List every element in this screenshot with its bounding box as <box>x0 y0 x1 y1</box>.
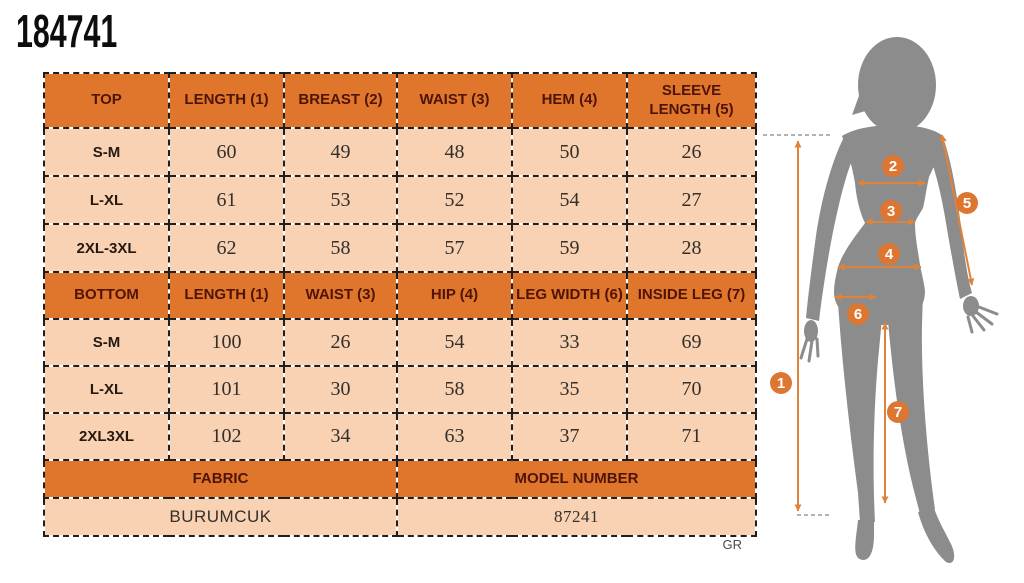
right-leg <box>887 291 935 514</box>
bottom-header-hip: HIP (4) <box>396 271 513 320</box>
model-number-label: MODEL NUMBER <box>396 459 757 499</box>
bottom-2xl-legwidth: 37 <box>511 412 628 461</box>
marker-5-label: 5 <box>963 195 971 212</box>
top-header-length: LENGTH (1) <box>168 72 285 129</box>
model-number-value: 87241 <box>396 497 757 537</box>
female-silhouette-diagram: 1 2 3 4 5 6 7 <box>763 37 999 563</box>
size-chart: TOP LENGTH (1) BREAST (2) WAIST (3) HEM … <box>43 72 757 537</box>
bottom-lxl-legwidth: 35 <box>511 365 628 414</box>
top-header-sleeve: SLEEVE LENGTH (5) <box>626 72 757 129</box>
left-leg <box>837 287 883 522</box>
top-lxl-waist: 52 <box>396 175 513 225</box>
top-lxl-length: 61 <box>168 175 285 225</box>
marker-1-label: 1 <box>777 375 785 392</box>
arrow-5-sleeve <box>939 134 975 286</box>
bottom-lxl-length: 101 <box>168 365 285 414</box>
marker-5: 5 <box>956 192 978 214</box>
top-2xl-breast: 58 <box>283 223 398 273</box>
top-sm-waist: 48 <box>396 127 513 177</box>
left-arm <box>806 137 853 321</box>
table-row: S-M 100 26 54 33 69 <box>43 318 757 367</box>
right-fingers <box>966 305 999 334</box>
top-section-label: TOP <box>43 72 170 129</box>
top-size-lxl: L-XL <box>43 175 170 225</box>
bottom-sm-legwidth: 33 <box>511 318 628 367</box>
marker-7-label: 7 <box>894 404 902 421</box>
marker-3-label: 3 <box>887 203 895 220</box>
marker-4-label: 4 <box>885 246 894 263</box>
measurement-markers: 1 2 3 4 5 6 7 <box>770 155 978 423</box>
bottom-section-label: BOTTOM <box>43 271 170 320</box>
top-2xl-waist: 57 <box>396 223 513 273</box>
bottom-header-waist: WAIST (3) <box>283 271 398 320</box>
marker-6-label: 6 <box>854 306 862 323</box>
left-fingers <box>799 337 820 363</box>
fabric-label: FABRIC <box>43 459 398 499</box>
top-sm-breast: 49 <box>283 127 398 177</box>
bottom-sm-insideleg: 69 <box>626 318 757 367</box>
top-lxl-hem: 54 <box>511 175 628 225</box>
marker-4: 4 <box>878 243 900 265</box>
head <box>858 37 936 133</box>
top-2xl-hem: 59 <box>511 223 628 273</box>
bottom-lxl-hip: 58 <box>396 365 513 414</box>
bottom-header-legwidth: LEG WIDTH (6) <box>511 271 628 320</box>
top-2xl-sleeve: 28 <box>626 223 757 273</box>
bottom-2xl-waist: 34 <box>283 412 398 461</box>
bottom-header-row: BOTTOM LENGTH (1) WAIST (3) HIP (4) LEG … <box>43 271 757 320</box>
top-lxl-sleeve: 27 <box>626 175 757 225</box>
bottom-sm-waist: 26 <box>283 318 398 367</box>
top-size-2xl3xl: 2XL-3XL <box>43 223 170 273</box>
top-lxl-breast: 53 <box>283 175 398 225</box>
bottom-sm-length: 100 <box>168 318 285 367</box>
left-foot <box>855 520 874 560</box>
top-sm-length: 60 <box>168 127 285 177</box>
bottom-size-2xl3xl: 2XL3XL <box>43 412 170 461</box>
left-hand <box>804 320 818 342</box>
reference-lines <box>763 134 833 516</box>
marker-1: 1 <box>770 372 792 394</box>
top-sm-hem: 50 <box>511 127 628 177</box>
info-value-row: BURUMCUK 87241 <box>43 497 757 537</box>
table-row: 2XL3XL 102 34 63 37 71 <box>43 412 757 461</box>
marker-2-label: 2 <box>889 158 897 175</box>
hair-wisp <box>852 93 872 115</box>
bottom-header-length: LENGTH (1) <box>168 271 285 320</box>
woman-silhouette <box>799 37 999 563</box>
marker-6: 6 <box>847 303 869 325</box>
footnote-gr: GR <box>722 537 743 552</box>
top-header-waist: WAIST (3) <box>396 72 513 129</box>
bottom-lxl-waist: 30 <box>283 365 398 414</box>
marker-2: 2 <box>882 155 904 177</box>
table-row: L-XL 61 53 52 54 27 <box>43 175 757 225</box>
bottom-2xl-length: 102 <box>168 412 285 461</box>
marker-7: 7 <box>887 401 909 423</box>
bottom-2xl-insideleg: 71 <box>626 412 757 461</box>
top-header-breast: BREAST (2) <box>283 72 398 129</box>
bottom-size-lxl: L-XL <box>43 365 170 414</box>
top-header-row: TOP LENGTH (1) BREAST (2) WAIST (3) HEM … <box>43 72 757 129</box>
right-foot <box>918 508 955 563</box>
info-header-row: FABRIC MODEL NUMBER <box>43 459 757 499</box>
table-row: 2XL-3XL 62 58 57 59 28 <box>43 223 757 273</box>
page-title: 184741 <box>16 5 118 57</box>
bottom-header-insideleg: INSIDE LEG (7) <box>626 271 757 320</box>
right-arm <box>930 137 972 299</box>
bottom-sm-hip: 54 <box>396 318 513 367</box>
size-chart-table: TOP LENGTH (1) BREAST (2) WAIST (3) HEM … <box>43 72 757 537</box>
bottom-2xl-hip: 63 <box>396 412 513 461</box>
table-row: S-M 60 49 48 50 26 <box>43 127 757 177</box>
top-size-sm: S-M <box>43 127 170 177</box>
top-header-hem: HEM (4) <box>511 72 628 129</box>
fabric-value: BURUMCUK <box>43 497 398 537</box>
marker-3: 3 <box>880 200 902 222</box>
bottom-lxl-insideleg: 70 <box>626 365 757 414</box>
measurement-arrows <box>794 134 975 512</box>
top-2xl-length: 62 <box>168 223 285 273</box>
top-sm-sleeve: 26 <box>626 127 757 177</box>
bottom-size-sm: S-M <box>43 318 170 367</box>
table-row: L-XL 101 30 58 35 70 <box>43 365 757 414</box>
measurement-figure: 1 2 3 4 5 6 7 <box>760 25 1024 583</box>
